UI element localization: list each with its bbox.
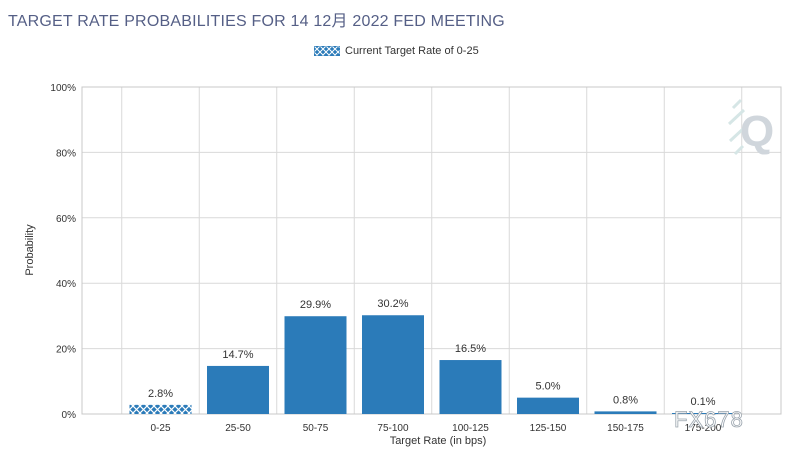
- data-label-75-100: 30.2%: [377, 298, 408, 310]
- x-tick-label-75-100: 75-100: [377, 423, 409, 434]
- grid-lines: [81, 86, 782, 415]
- data-label-150-175: 0.8%: [613, 394, 638, 406]
- y-tick-label: 0%: [62, 410, 77, 421]
- legend-label: Current Target Rate of 0-25: [345, 45, 479, 57]
- x-tick-label-175-200: 175-200: [685, 423, 722, 434]
- bar-75-100: [362, 315, 424, 414]
- bars: [129, 315, 734, 414]
- data-label-125-150: 5.0%: [535, 381, 560, 393]
- x-tick-label-25-50: 25-50: [225, 423, 251, 434]
- bar-150-175: [594, 411, 657, 414]
- y-tick-label: 20%: [56, 345, 76, 356]
- data-label-50-75: 29.9%: [300, 299, 331, 311]
- legend: Current Target Rate of 0-25: [314, 45, 479, 57]
- x-ticks: 0-25 25-50 50-75 75-100 100-125 125-150 150-17…: [150, 423, 721, 434]
- y-tick-label: 80%: [56, 148, 76, 159]
- bar-175-200: [672, 413, 734, 414]
- x-tick-label-0-25: 0-25: [150, 423, 170, 434]
- y-ticks: 0% 20% 40% 60% 80% 100%: [50, 83, 76, 421]
- y-axis-label: Probability: [24, 224, 36, 276]
- watermark-logo: Q: [727, 98, 774, 156]
- bar-0-25: [129, 404, 192, 414]
- svg-text:Q: Q: [740, 107, 774, 156]
- x-tick-label-125-150: 125-150: [530, 423, 567, 434]
- x-tick-label-100-125: 100-125: [452, 423, 489, 434]
- fx678-watermark: FX678: [674, 407, 744, 432]
- chart-title: TARGET RATE PROBABILITIES FOR 14 12月 202…: [8, 13, 505, 30]
- x-tick-label-150-175: 150-175: [607, 423, 644, 434]
- bar-100-125: [439, 360, 502, 414]
- y-tick-label: 100%: [50, 83, 76, 94]
- bar-125-150: [517, 397, 579, 414]
- legend-swatch-icon: [314, 46, 340, 56]
- data-label-0-25: 2.8%: [148, 388, 173, 400]
- x-tick-label-50-75: 50-75: [303, 423, 329, 434]
- data-label-100-125: 16.5%: [455, 343, 486, 355]
- data-label-25-50: 14.7%: [222, 349, 253, 361]
- plot-border: [81, 86, 782, 415]
- y-tick-label: 60%: [56, 214, 76, 225]
- y-tick-label: 40%: [56, 279, 76, 290]
- data-label-175-200: 0.1%: [690, 396, 715, 408]
- bar-25-50: [207, 365, 269, 414]
- bar-50-75: [284, 316, 347, 414]
- x-axis-label: Target Rate (in bps): [390, 435, 487, 447]
- data-labels: 2.8% 14.7% 29.9% 30.2% 16.5% 5.0% 0.8% 0.1%: [148, 298, 716, 408]
